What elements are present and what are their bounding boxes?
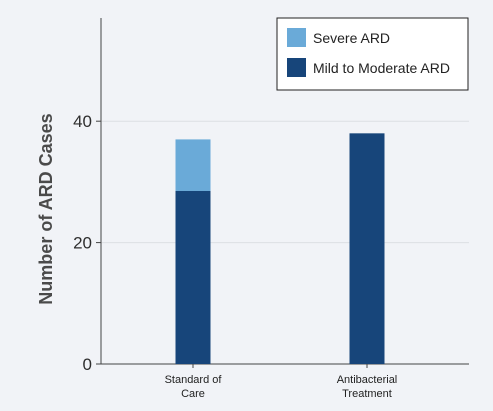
x-tick-label: Antibacterial bbox=[337, 374, 398, 386]
y-axis-title: Number of ARD Cases bbox=[36, 113, 56, 304]
legend-swatch bbox=[287, 28, 306, 47]
bars bbox=[175, 133, 385, 364]
x-tick-label: Treatment bbox=[342, 388, 392, 400]
x-tick-label: Standard of bbox=[165, 374, 223, 386]
legend-swatch bbox=[287, 58, 306, 77]
legend-box bbox=[276, 17, 469, 91]
x-tick-label: Care bbox=[181, 388, 205, 400]
bar-mild-to-moderate-ard bbox=[349, 133, 385, 364]
legend-label: Severe ARD bbox=[313, 30, 390, 46]
legend: Severe ARD Mild to Moderate ARD bbox=[276, 17, 469, 91]
y-tick-label: 40 bbox=[73, 112, 92, 131]
grid-lines bbox=[101, 120, 469, 244]
y-tick-label: 0 bbox=[83, 355, 92, 374]
y-tick-label: 20 bbox=[73, 234, 92, 253]
axes bbox=[96, 18, 469, 368]
bar-severe-ard bbox=[175, 139, 211, 191]
bar-mild-to-moderate-ard bbox=[175, 191, 211, 364]
legend-label: Mild to Moderate ARD bbox=[313, 60, 450, 76]
tick-labels: 0 20 40 Number of ARD Cases Standard of Care A… bbox=[36, 112, 397, 400]
